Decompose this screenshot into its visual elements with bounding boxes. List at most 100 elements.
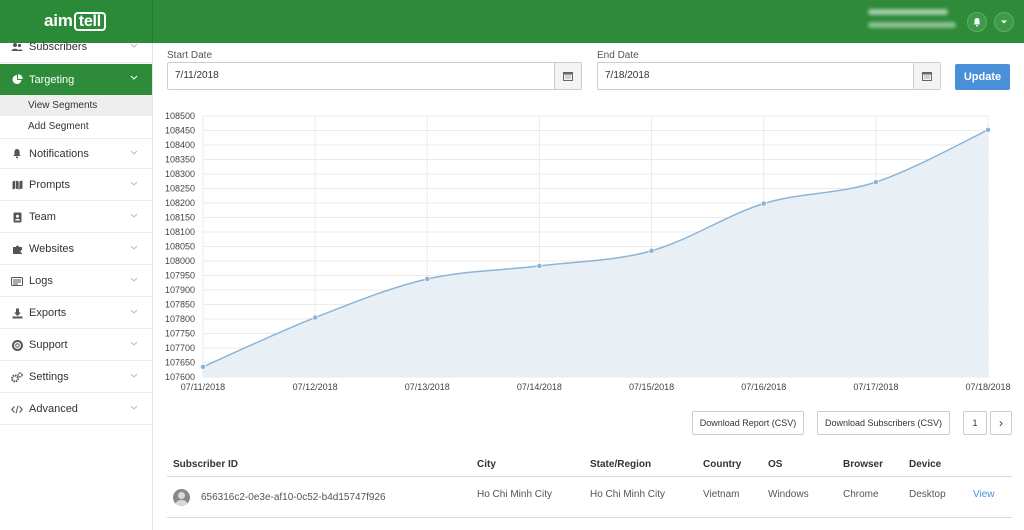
sidebar-subitem-view-segments[interactable]: View Segments bbox=[0, 95, 152, 116]
top-bar: aim tell bbox=[0, 0, 1024, 43]
data-point bbox=[648, 247, 655, 254]
column-header-browser: Browser bbox=[843, 459, 884, 470]
sidebar-item-label: Settings bbox=[29, 371, 69, 383]
caret-down-icon bbox=[1001, 20, 1007, 24]
download-report-button[interactable]: Download Report (CSV) bbox=[692, 411, 804, 435]
column-header-os: OS bbox=[768, 459, 783, 470]
area-fill bbox=[203, 129, 988, 377]
y-tick-label: 108400 bbox=[165, 140, 195, 150]
sidebar: Subscribers Targeting View Segments Add … bbox=[0, 41, 153, 530]
sidebar-item-team[interactable]: Team bbox=[0, 202, 152, 233]
y-tick-label: 107800 bbox=[165, 314, 195, 324]
update-button[interactable]: Update bbox=[955, 64, 1010, 90]
sidebar-item-notifications[interactable]: Notifications bbox=[0, 138, 152, 169]
y-tick-label: 107600 bbox=[165, 372, 195, 382]
x-tick-label: 07/14/2018 bbox=[517, 382, 562, 392]
data-point bbox=[424, 276, 431, 282]
y-tick-label: 108250 bbox=[165, 184, 195, 194]
list-icon bbox=[11, 276, 23, 286]
pie-chart-icon bbox=[12, 74, 23, 84]
y-tick-label: 107700 bbox=[165, 343, 195, 353]
table-header-divider bbox=[167, 476, 1012, 477]
sidebar-item-targeting[interactable]: Targeting bbox=[0, 64, 152, 95]
sidebar-subitem-label: View Segments bbox=[28, 100, 98, 111]
code-icon bbox=[11, 405, 23, 413]
country-cell: Vietnam bbox=[703, 489, 740, 500]
calendar-icon bbox=[563, 72, 573, 81]
y-tick-label: 108000 bbox=[165, 256, 195, 266]
chevron-down-icon bbox=[130, 405, 138, 410]
bell-icon bbox=[973, 18, 981, 27]
y-tick-label: 108050 bbox=[165, 242, 195, 252]
bell-icon bbox=[13, 149, 21, 159]
sidebar-item-label: Websites bbox=[29, 243, 75, 255]
sidebar-item-advanced[interactable]: Advanced bbox=[0, 394, 152, 425]
end-date-picker-button[interactable] bbox=[913, 63, 940, 89]
os-cell: Windows bbox=[768, 489, 809, 500]
account-menu-button[interactable] bbox=[994, 12, 1014, 32]
column-header-country: Country bbox=[703, 459, 742, 470]
sidebar-subitem-add-segment[interactable]: Add Segment bbox=[0, 116, 152, 137]
y-tick-label: 108350 bbox=[165, 155, 195, 165]
x-tick-label: 07/16/2018 bbox=[741, 382, 786, 392]
y-tick-label: 108450 bbox=[165, 126, 195, 136]
sidebar-item-settings[interactable]: Settings bbox=[0, 362, 152, 393]
end-date-field[interactable]: 7/18/2018 bbox=[597, 62, 941, 90]
y-tick-label: 108300 bbox=[165, 169, 195, 179]
chevron-down-icon bbox=[130, 150, 138, 155]
y-tick-label: 107900 bbox=[165, 285, 195, 295]
pagination-next-button[interactable]: › bbox=[990, 411, 1012, 435]
start-date-field[interactable]: 7/11/2018 bbox=[167, 62, 582, 90]
state-cell: Ho Chi Minh City bbox=[590, 489, 666, 500]
notifications-button[interactable] bbox=[967, 12, 987, 32]
x-tick-label: 07/18/2018 bbox=[965, 382, 1010, 392]
y-tick-label: 107950 bbox=[165, 271, 195, 281]
chevron-down-icon bbox=[130, 75, 138, 80]
x-tick-label: 07/17/2018 bbox=[853, 382, 898, 392]
sidebar-item-logs[interactable]: Logs bbox=[0, 266, 152, 297]
sidebar-item-subscribers[interactable]: Subscribers bbox=[0, 32, 152, 63]
data-point bbox=[760, 200, 767, 207]
column-header-city: City bbox=[477, 459, 496, 470]
user-info bbox=[868, 9, 960, 28]
logo-text-boxed: tell bbox=[73, 11, 107, 31]
start-date-label: Start Date bbox=[167, 50, 213, 61]
table-row-divider bbox=[167, 517, 1012, 518]
sidebar-item-label: Support bbox=[29, 339, 68, 351]
sidebar-item-exports[interactable]: Exports bbox=[0, 298, 152, 329]
download-icon bbox=[12, 308, 22, 318]
data-point bbox=[536, 263, 543, 269]
start-date-picker-button[interactable] bbox=[554, 63, 581, 89]
subscriber-id-cell: 656316c2-0e3e-af10-0c52-b4d15747f926 bbox=[201, 492, 386, 503]
view-subscriber-link[interactable]: View bbox=[973, 489, 995, 500]
city-cell: Ho Chi Minh City bbox=[477, 489, 553, 500]
chevron-down-icon bbox=[130, 341, 138, 346]
sidebar-item-support[interactable]: Support bbox=[0, 330, 152, 361]
sidebar-item-websites[interactable]: Websites bbox=[0, 234, 152, 265]
data-point bbox=[872, 179, 879, 186]
sidebar-item-label: Notifications bbox=[29, 147, 89, 160]
chevron-down-icon bbox=[130, 43, 138, 48]
map-icon bbox=[12, 180, 22, 190]
y-tick-label: 108100 bbox=[165, 227, 195, 237]
chevron-down-icon bbox=[130, 373, 138, 378]
cogs-icon bbox=[11, 371, 23, 382]
x-tick-label: 07/13/2018 bbox=[405, 382, 450, 392]
sidebar-item-label: Logs bbox=[29, 275, 53, 287]
series-line bbox=[202, 129, 989, 368]
pagination-page-1[interactable]: 1 bbox=[963, 411, 987, 435]
sidebar-item-prompts[interactable]: Prompts bbox=[0, 170, 152, 201]
download-subscribers-button[interactable]: Download Subscribers (CSV) bbox=[817, 411, 950, 435]
end-date-value: 7/18/2018 bbox=[605, 70, 650, 81]
logo[interactable]: aim tell bbox=[44, 11, 107, 31]
chevron-down-icon bbox=[130, 245, 138, 250]
sidebar-item-label: Advanced bbox=[29, 403, 78, 415]
x-tick-label: 07/15/2018 bbox=[629, 382, 674, 392]
column-header-subscriber-id: Subscriber ID bbox=[173, 459, 239, 470]
browser-cell: Chrome bbox=[843, 489, 879, 500]
logo-area: aim tell bbox=[0, 0, 153, 43]
y-tick-label: 107650 bbox=[165, 358, 195, 368]
users-icon bbox=[11, 43, 23, 51]
data-point bbox=[312, 314, 319, 321]
y-tick-label: 108500 bbox=[165, 111, 195, 121]
